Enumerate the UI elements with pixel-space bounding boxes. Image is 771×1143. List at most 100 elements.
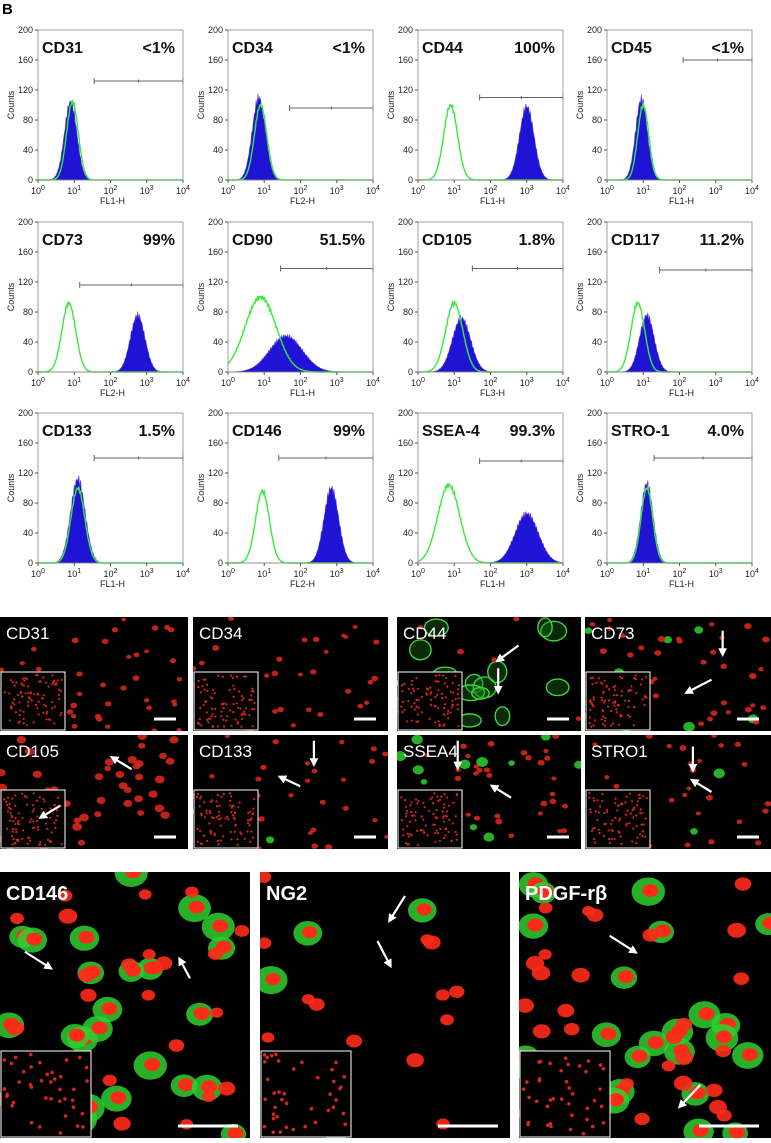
y-tick-label: 40 xyxy=(592,528,602,538)
nucleus xyxy=(35,666,42,672)
inset-dot xyxy=(241,713,244,716)
inset-dot xyxy=(309,1106,314,1111)
inset-dot xyxy=(37,713,40,716)
inset-dot xyxy=(216,725,219,728)
nucleus xyxy=(76,691,83,697)
inset-dot xyxy=(13,698,16,701)
inset-dot xyxy=(275,1114,279,1119)
x-tick-exponent: 4 xyxy=(755,568,759,575)
marker-label: CD105 xyxy=(422,232,472,249)
micrograph: NG2 xyxy=(260,872,510,1138)
micrograph-content: CD44 xyxy=(397,617,581,731)
nucleus xyxy=(455,767,461,773)
inset-dot xyxy=(51,674,54,677)
x-tick-label: 103 xyxy=(709,377,723,388)
inset-dot xyxy=(434,832,437,835)
nucleus xyxy=(154,804,165,813)
inset-dot xyxy=(10,814,13,817)
nucleus xyxy=(133,652,140,658)
arrow xyxy=(178,956,191,979)
inset-dot xyxy=(24,692,27,695)
inset-dot xyxy=(454,697,457,700)
green-cell xyxy=(420,779,428,785)
inset-dot xyxy=(209,800,213,804)
inset-dot xyxy=(593,826,596,830)
image-label: STRO1 xyxy=(591,742,648,761)
nucleus xyxy=(423,935,441,950)
inset-dot xyxy=(601,792,604,796)
nucleus xyxy=(79,813,89,822)
inset-dot xyxy=(85,1079,89,1083)
nucleus xyxy=(519,998,534,1013)
marker-label: CD34 xyxy=(232,40,273,57)
inset-dot xyxy=(437,799,440,803)
nucleus xyxy=(436,1118,450,1130)
nucleus xyxy=(217,1081,236,1096)
inset-dot xyxy=(434,840,437,843)
nucleus xyxy=(94,773,104,781)
micrograph-content: CD31 xyxy=(0,617,183,731)
inset-dot xyxy=(603,679,606,682)
nucleus xyxy=(91,1021,108,1035)
x-tick-exponent: 1 xyxy=(457,568,461,575)
inset-dot xyxy=(26,685,30,688)
nucleus xyxy=(592,742,598,747)
nucleus xyxy=(276,656,283,662)
inset-dot xyxy=(452,691,455,694)
inset-dot xyxy=(22,684,26,687)
inset-dot xyxy=(589,811,592,814)
x-tick-exponent: 0 xyxy=(610,185,614,192)
nucleus xyxy=(689,1086,706,1100)
nucleus xyxy=(382,751,388,757)
inset-dot xyxy=(80,1111,85,1116)
inset-dot xyxy=(12,838,15,841)
y-tick-label: 120 xyxy=(208,468,223,478)
inset-dot xyxy=(229,795,233,798)
nucleus xyxy=(16,735,27,744)
nucleus xyxy=(101,638,109,645)
marker-label: CD45 xyxy=(611,40,652,57)
inset-dot xyxy=(239,707,242,710)
nucleus xyxy=(720,700,728,706)
inset-dot xyxy=(600,718,603,721)
inset-dot xyxy=(613,704,616,707)
nucleus xyxy=(537,759,545,766)
x-tick-label: 102 xyxy=(294,377,308,388)
x-tick-label: 101 xyxy=(636,377,650,388)
inset-dot xyxy=(643,703,646,707)
green-cell xyxy=(265,836,275,844)
nucleus xyxy=(188,900,205,914)
nucleus xyxy=(710,710,718,716)
inset-dot xyxy=(437,720,440,723)
nucleus xyxy=(642,884,659,898)
inset-dot xyxy=(32,820,35,823)
inset-dot xyxy=(588,791,591,795)
nucleus xyxy=(749,673,757,680)
inset-dot xyxy=(614,684,617,688)
inset-dot xyxy=(215,800,218,803)
green-outline xyxy=(537,617,553,638)
x-tick-label: 101 xyxy=(257,185,271,196)
inset-dot xyxy=(607,829,610,832)
inset-dot xyxy=(624,813,628,816)
inset-dot xyxy=(56,796,60,799)
inset-dot xyxy=(14,822,17,826)
inset-dot xyxy=(277,1090,281,1094)
inset-dot xyxy=(23,794,26,798)
inset-dot xyxy=(53,722,56,725)
inset-dot xyxy=(249,818,253,821)
inset-dot xyxy=(429,692,432,696)
inset-dot xyxy=(11,830,14,833)
nucleus xyxy=(132,762,141,770)
inset-dot xyxy=(6,810,10,813)
nucleus xyxy=(207,947,224,960)
nucleus xyxy=(180,1119,194,1130)
x-axis-label: FL1-H xyxy=(290,388,315,398)
inset-dot xyxy=(232,710,235,714)
inset-dot xyxy=(234,811,237,814)
y-tick-label: 200 xyxy=(398,408,413,418)
inset-dot xyxy=(534,1099,539,1104)
nucleus xyxy=(169,736,179,744)
